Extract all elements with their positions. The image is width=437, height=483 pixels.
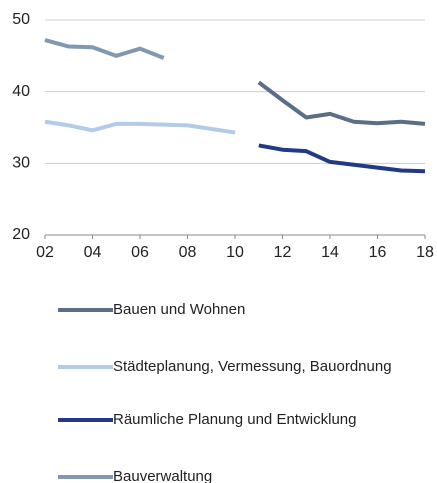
legend-item: Städteplanung, Vermessung, Bauordnung (58, 357, 418, 376)
y-tick-label: 20 (12, 226, 30, 243)
line (257, 80, 426, 126)
x-tick-label: 14 (321, 244, 339, 261)
x-tick-label: 04 (84, 244, 102, 261)
legend-item: Bauverwaltung (58, 467, 418, 483)
y-tick-label: 50 (12, 11, 30, 28)
x-tick-label: 18 (416, 244, 434, 261)
legend-swatch (58, 308, 113, 312)
x-tick-label: 10 (226, 244, 244, 261)
legend-swatch (58, 365, 113, 369)
x-tick-label: 16 (369, 244, 387, 261)
legend-item: Bauen und Wohnen (58, 300, 418, 319)
line (258, 143, 426, 174)
y-tick-label: 30 (12, 155, 30, 172)
plot: 20 30 40 50 02 04 06 08 10 12 14 16 18 (12, 11, 434, 261)
x-tick-label: 12 (274, 244, 292, 261)
legend-label: Räumliche Planung und Entwicklung (113, 411, 357, 428)
x-tick-label: 08 (179, 244, 197, 261)
x-tick-label: 06 (131, 244, 149, 261)
line (44, 38, 165, 60)
legend-label: Städteplanung, Vermessung, Bauordnung (113, 358, 392, 375)
legend-swatch (58, 475, 113, 479)
x-tick-label: 02 (36, 244, 54, 261)
y-tick-label: 40 (12, 83, 30, 100)
line (44, 119, 236, 135)
legend-label: Bauen und Wohnen (113, 301, 246, 318)
legend-item: Räumliche Planung und Entwicklung (58, 410, 418, 429)
legend-label: Bauverwaltung (113, 468, 213, 483)
legend-swatch (58, 418, 113, 422)
